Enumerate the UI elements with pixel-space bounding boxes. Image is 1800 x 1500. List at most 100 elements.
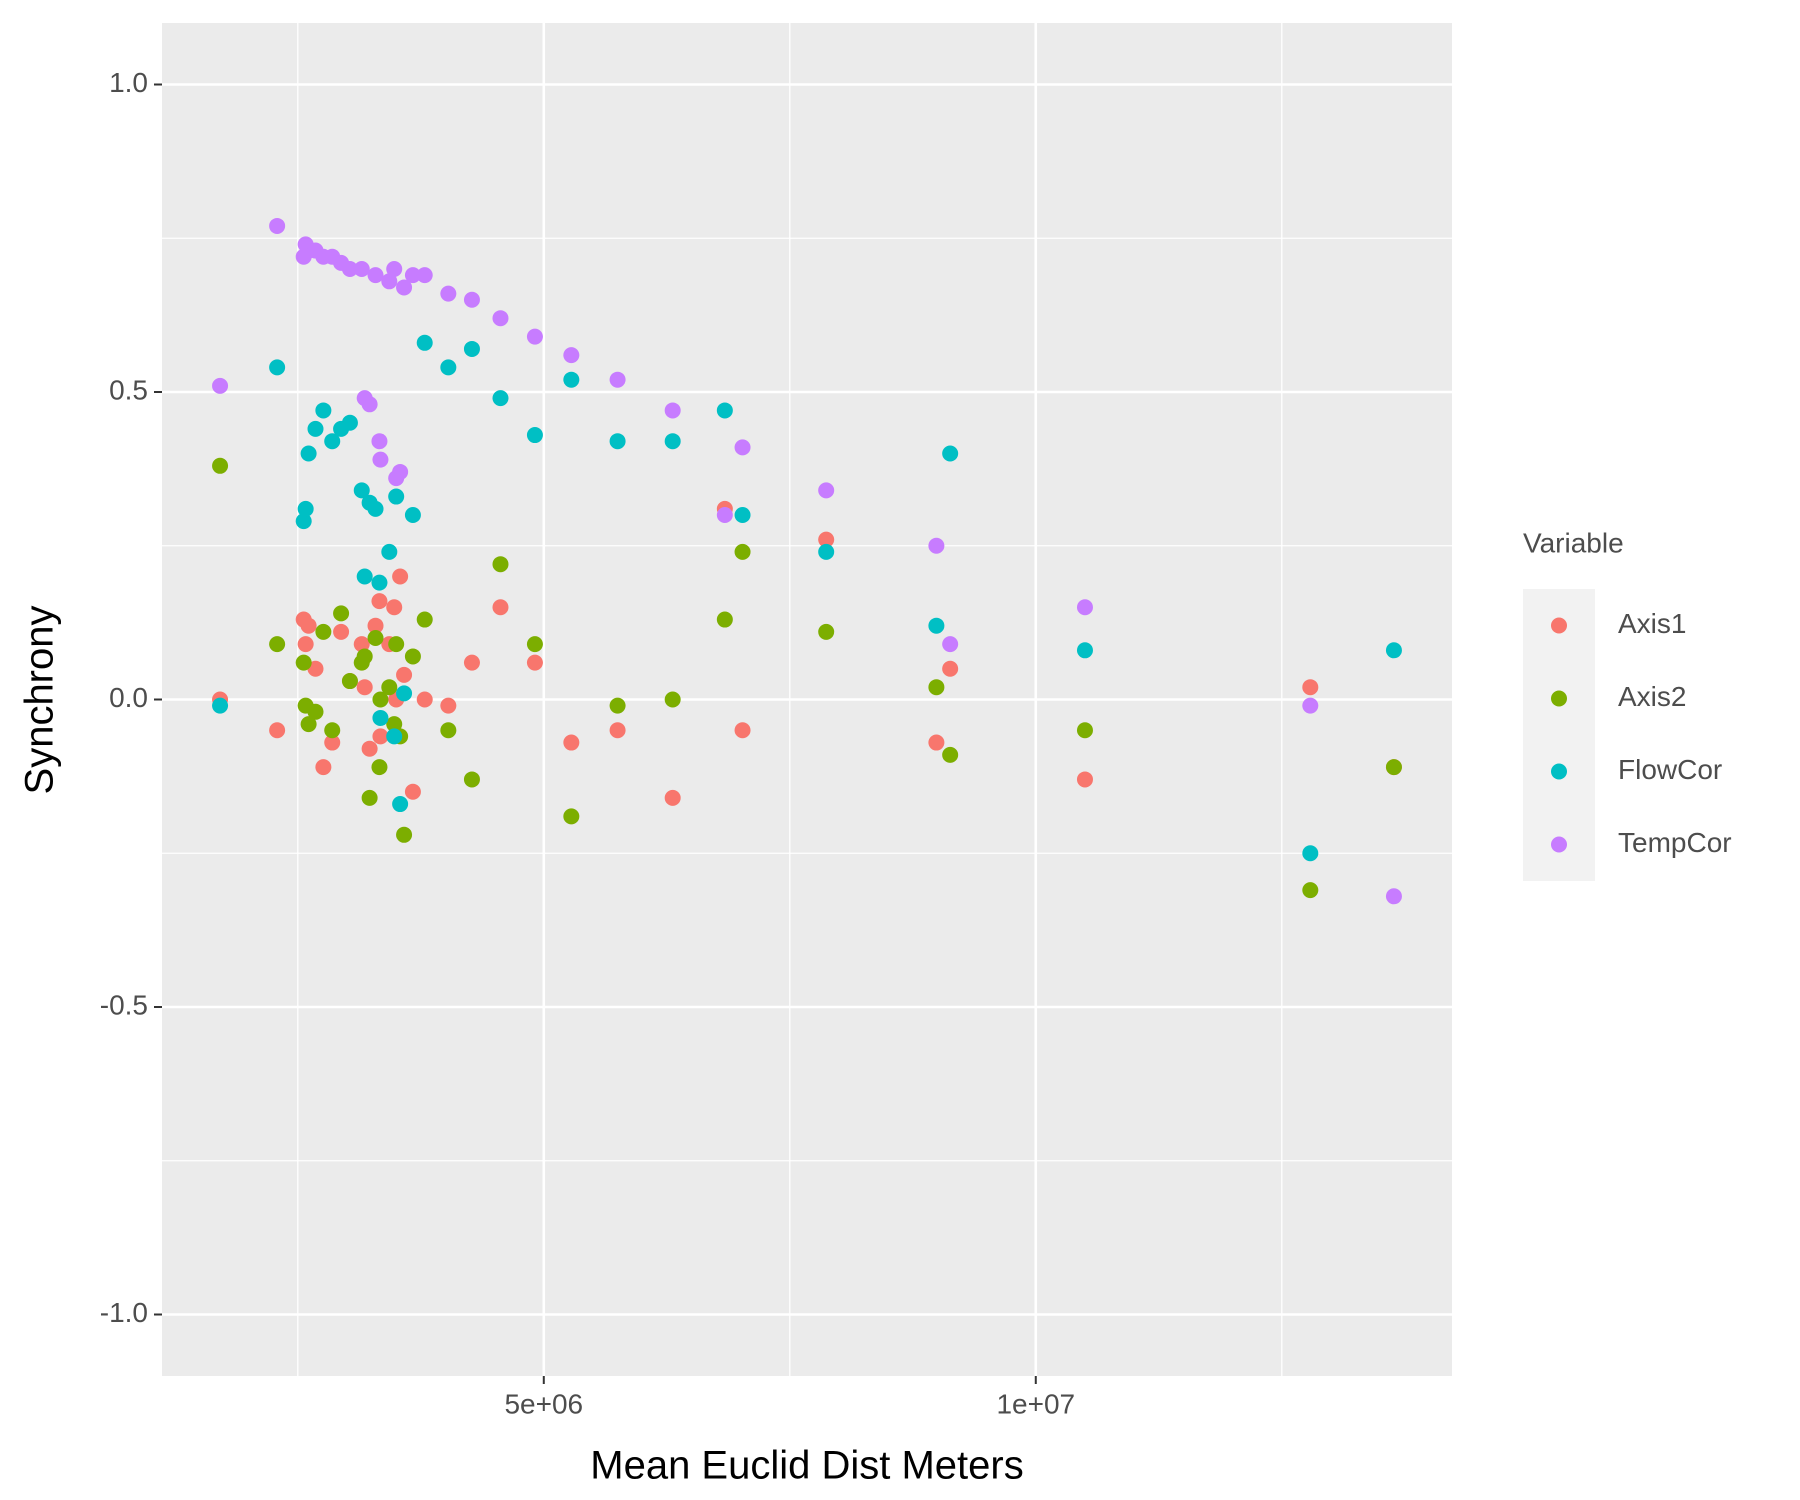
point (295, 654, 312, 671)
legend-key (1551, 617, 1567, 634)
point (341, 414, 358, 431)
point (440, 697, 457, 714)
point (392, 796, 409, 813)
point (526, 328, 543, 345)
point (463, 771, 480, 788)
point (609, 722, 626, 739)
point (563, 371, 580, 388)
legend-title: Variable (1523, 527, 1624, 558)
legend-key (1551, 836, 1567, 853)
point (367, 500, 384, 517)
point (361, 396, 378, 413)
point (386, 261, 403, 277)
point (1076, 599, 1093, 616)
point (942, 660, 959, 677)
point (440, 722, 457, 739)
point (1302, 697, 1319, 714)
legend-key (1551, 763, 1567, 780)
point (1302, 882, 1319, 899)
point (356, 568, 373, 585)
point (269, 359, 286, 376)
point (324, 433, 341, 450)
point (526, 427, 543, 444)
point (734, 543, 751, 560)
point (396, 826, 413, 843)
point (716, 402, 733, 419)
point (333, 605, 350, 622)
x-axis-title: Mean Euclid Dist Meters (590, 1444, 1023, 1488)
point (416, 334, 433, 351)
point (664, 402, 681, 419)
point (1302, 679, 1319, 696)
point (416, 691, 433, 708)
point (818, 623, 835, 640)
point (609, 371, 626, 388)
point (307, 660, 324, 677)
point (928, 617, 945, 634)
point (928, 679, 945, 696)
point (341, 261, 358, 277)
legend-label: FlowCor (1618, 754, 1722, 785)
point (609, 697, 626, 714)
x-tick-label: 1e+07 (996, 1388, 1075, 1419)
point (297, 500, 314, 517)
point (315, 759, 332, 776)
point (353, 482, 370, 499)
point (353, 636, 370, 653)
point (440, 359, 457, 376)
point (381, 679, 398, 696)
point (664, 691, 681, 708)
point (492, 310, 509, 327)
point (396, 279, 413, 296)
legend-label: Axis1 (1618, 608, 1686, 639)
point (942, 445, 959, 462)
point (526, 636, 543, 653)
point (367, 617, 384, 634)
point (295, 513, 312, 530)
point (324, 734, 341, 751)
point (371, 759, 388, 776)
point (356, 679, 373, 696)
point (563, 734, 580, 751)
point (1385, 888, 1402, 905)
point (212, 697, 229, 714)
point (404, 507, 421, 523)
point (526, 654, 543, 671)
point (463, 654, 480, 671)
point (212, 377, 229, 394)
point (942, 746, 959, 763)
y-tick-label: 0.0 (109, 682, 148, 713)
point (388, 636, 405, 653)
point (212, 457, 229, 474)
point (928, 734, 945, 751)
point (1076, 642, 1093, 659)
point (396, 685, 413, 702)
legend-key (1551, 690, 1567, 707)
point (386, 599, 403, 616)
point (404, 783, 421, 800)
y-tick-label: -1.0 (100, 1297, 148, 1328)
point (324, 722, 341, 739)
point (297, 636, 314, 653)
point (609, 433, 626, 450)
point (563, 808, 580, 825)
point (396, 666, 413, 683)
point (353, 261, 370, 277)
point (404, 648, 421, 665)
point (307, 420, 324, 437)
point (563, 347, 580, 364)
point (716, 507, 733, 523)
point (664, 433, 681, 450)
point (1076, 771, 1093, 788)
point (300, 617, 317, 634)
point (315, 402, 332, 419)
point (315, 623, 332, 640)
point (416, 267, 433, 284)
point (818, 531, 835, 548)
y-tick-label: 0.5 (109, 374, 148, 405)
point (386, 728, 403, 745)
point (371, 574, 388, 591)
point (818, 482, 835, 499)
point (664, 789, 681, 806)
point (371, 593, 388, 610)
